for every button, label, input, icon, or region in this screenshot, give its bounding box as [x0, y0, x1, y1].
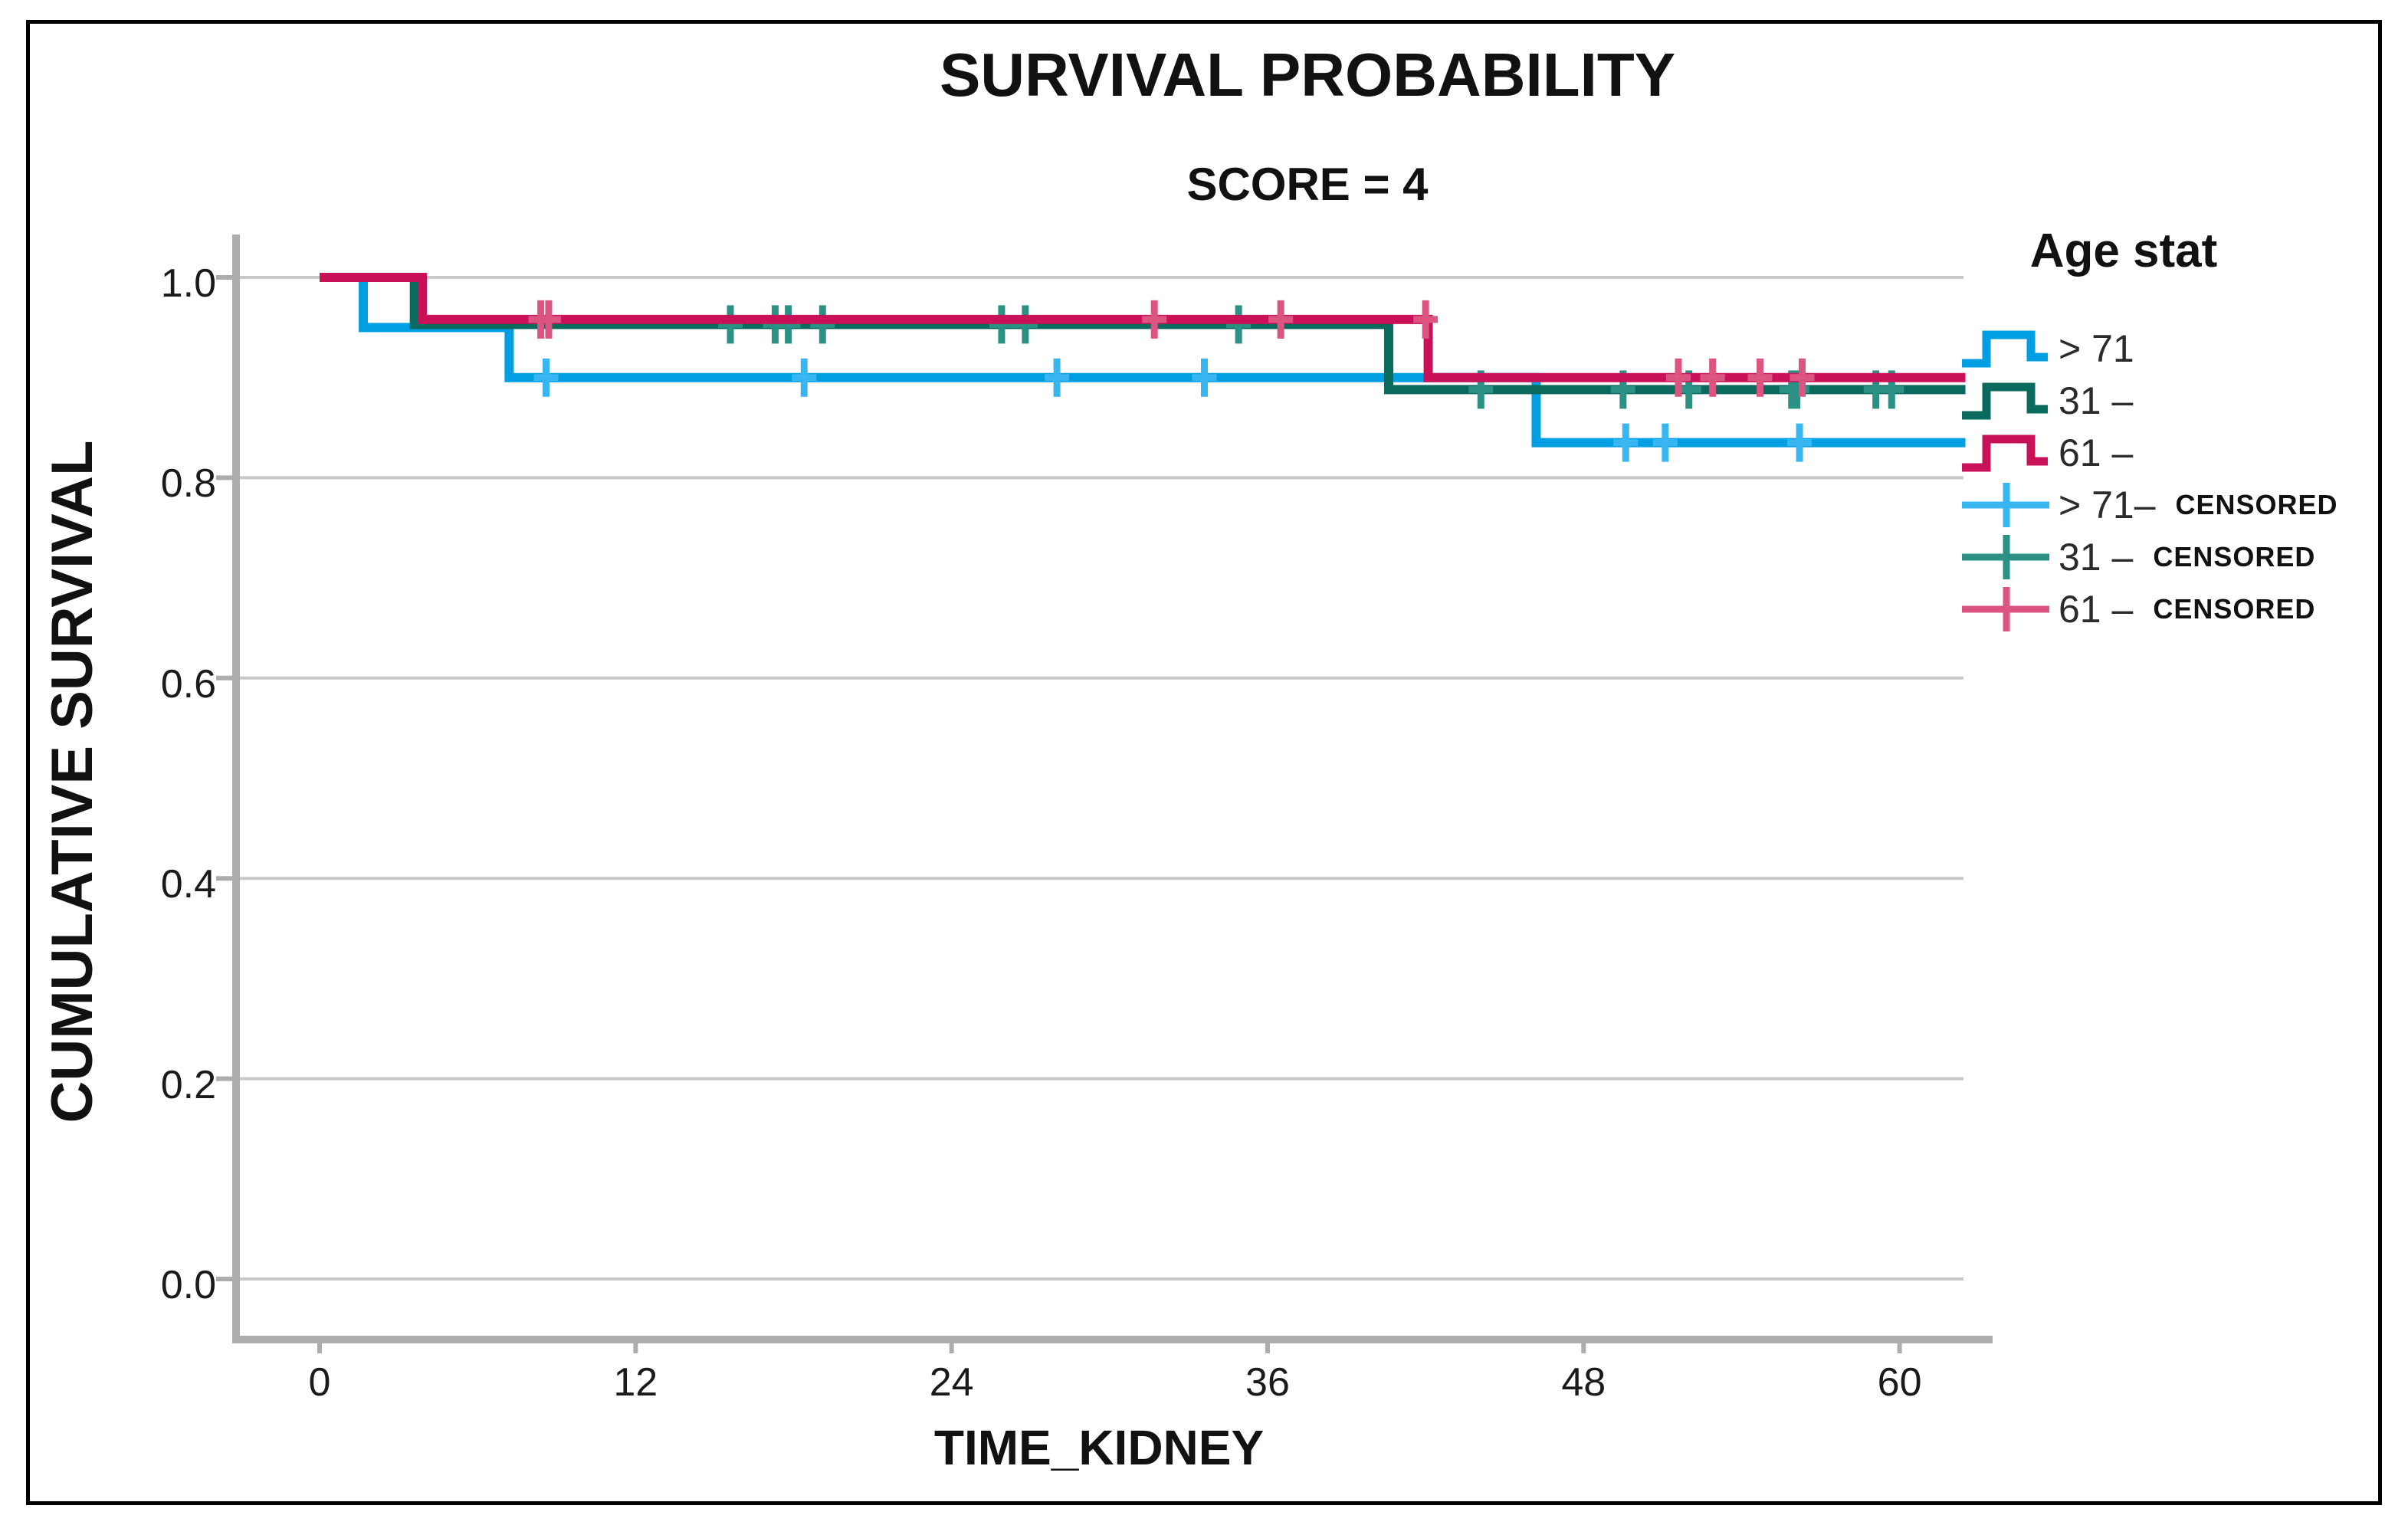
y-tick-label: 1.0 [160, 261, 216, 306]
survival-curve-3 [320, 273, 1966, 382]
legend-entry: 31 – [1959, 375, 2388, 427]
step-line-icon [1962, 330, 2048, 368]
x-tick-label: 12 [613, 1360, 658, 1405]
y-tick-label: 0.6 [160, 661, 216, 707]
censor-cross-icon [1962, 587, 2049, 631]
chart-subtitle: SCORE = 4 [1186, 159, 1429, 210]
step-line-icon [1962, 435, 2048, 472]
y-tick-label: 0.4 [160, 862, 216, 907]
legend-entry-label: 31 – [2059, 536, 2134, 579]
survival-curve-1 [320, 273, 1966, 448]
legend-entry-label: > 71– [2059, 484, 2156, 526]
x-axis-title: TIME_KIDNEY [933, 1420, 1265, 1475]
x-tick-label: 24 [929, 1360, 974, 1405]
x-tick-label: 60 [1877, 1360, 1922, 1405]
x-tick-label: 48 [1561, 1360, 1606, 1405]
legend-entry: 61 – CENSORED [1959, 583, 2388, 635]
chart-title: SURVIVAL PROBABILITY [939, 41, 1676, 109]
y-tick-label: 0.8 [160, 461, 216, 507]
legend-entry: 61 – [1959, 427, 2388, 479]
legend-entry-censored-label: CENSORED [2175, 489, 2338, 520]
censor-cross-icon [1962, 483, 2049, 527]
legend-entry-label: > 71 [2059, 327, 2134, 370]
y-axis-title: CUMULATIVE SURVIVAL [40, 440, 105, 1123]
step-line-icon [1962, 382, 2048, 420]
legend-entries: > 71 31 –61 – > 71– CENSORED 31 – CENSORED 61 … [1959, 323, 2388, 635]
x-tick-label: 36 [1245, 1360, 1290, 1405]
legend-entry-censored-label: CENSORED [2153, 593, 2316, 625]
x-tick-label: 0 [308, 1360, 331, 1405]
legend-entry: > 71 [1959, 323, 2388, 375]
y-tick-label: 0.0 [160, 1263, 216, 1307]
legend-entry-label: 61 – [2059, 431, 2134, 474]
figure-border [26, 20, 2382, 1505]
legend-entry-label: 31 – [2059, 379, 2134, 422]
y-tick-label: 0.2 [160, 1062, 216, 1107]
legend-title: Age stat [2029, 225, 2218, 277]
legend-entry-label: 61 – [2059, 588, 2134, 631]
censor-cross-icon [1962, 535, 2049, 579]
legend-entry-censored-label: CENSORED [2153, 541, 2316, 572]
legend-entry: 31 – CENSORED [1959, 531, 2388, 583]
survival-curve-2 [320, 273, 1966, 395]
legend-entry: > 71– CENSORED [1959, 479, 2388, 531]
legend: Age stat > 71 31 – 61 – > 71– CENSORED 31 – CE… [1959, 224, 2388, 635]
